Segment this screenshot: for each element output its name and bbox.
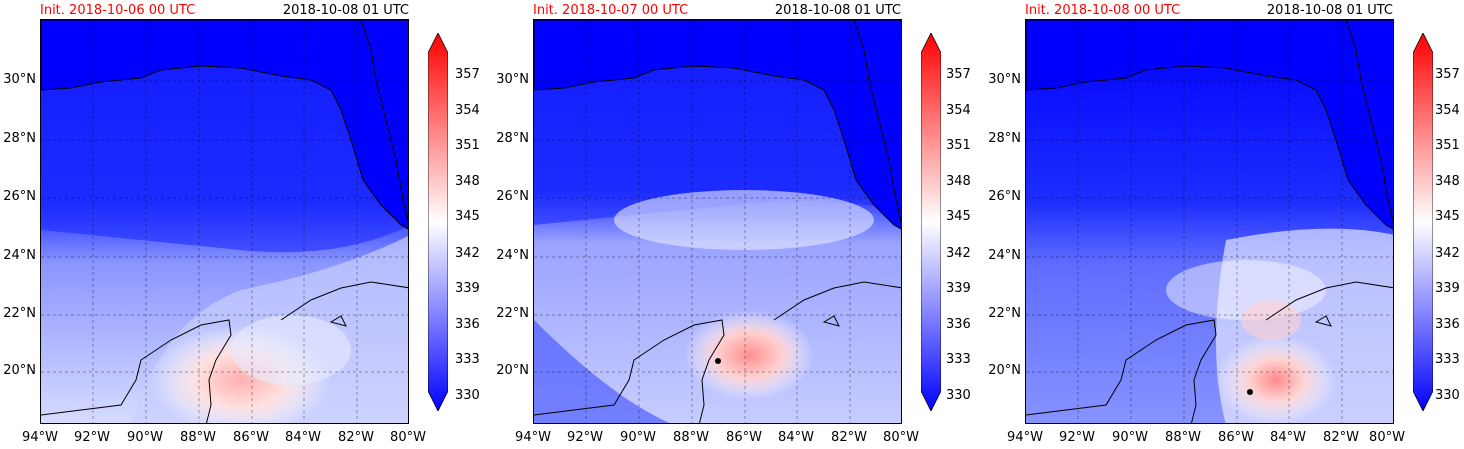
lon-label: 86°W	[233, 430, 269, 445]
colorbar	[428, 33, 448, 411]
lon-label: 84°W	[285, 430, 321, 445]
coastlines	[41, 20, 408, 423]
lat-label: 20°N	[988, 363, 1021, 378]
colorbar-tick: 345	[946, 209, 971, 224]
valid-time-label: 2018-10-08 01 UTC	[774, 3, 901, 18]
lon-label: 92°W	[567, 430, 603, 445]
colorbar-tick: 351	[1435, 138, 1460, 153]
coastlines	[534, 20, 901, 423]
lon-label: 84°W	[778, 430, 814, 445]
colorbar-tick: 357	[946, 67, 971, 82]
lat-label: 28°N	[988, 131, 1021, 146]
storm-center-marker	[715, 358, 721, 364]
init-time-label: Init. 2018-10-08 00 UTC	[1025, 3, 1181, 18]
colorbar-tick: 336	[1435, 317, 1460, 332]
colorbar-tick: 339	[455, 281, 480, 296]
colorbar-tick: 348	[1435, 174, 1460, 189]
colorbar-tick: 342	[946, 246, 971, 261]
lat-label: 22°N	[988, 306, 1021, 321]
lon-label: 94°W	[22, 430, 58, 445]
colorbar-tick: 342	[455, 246, 480, 261]
lon-label: 86°W	[726, 430, 762, 445]
lon-label: 82°W	[831, 430, 867, 445]
graticule	[41, 20, 408, 423]
lon-label: 90°W	[127, 430, 163, 445]
lon-label: 80°W	[1369, 430, 1405, 445]
lon-label: 94°W	[1007, 430, 1043, 445]
map-panel-3: Init. 2018-10-08 00 UTC 2018-10-08 01 UT…	[985, 0, 1464, 449]
coastlines	[1026, 20, 1393, 423]
lat-label: 28°N	[496, 131, 529, 146]
init-time-label: Init. 2018-10-06 00 UTC	[40, 3, 196, 18]
lat-label: 20°N	[496, 363, 529, 378]
map-area[interactable]	[40, 19, 409, 424]
graticule	[1026, 20, 1393, 423]
valid-time-label: 2018-10-08 01 UTC	[282, 3, 409, 18]
lon-label: 84°W	[1270, 430, 1306, 445]
colorbar-tick: 348	[455, 174, 480, 189]
valid-time-label: 2018-10-08 01 UTC	[1266, 3, 1393, 18]
lat-label: 20°N	[3, 363, 36, 378]
lon-label: 92°W	[74, 430, 110, 445]
lat-label: 26°N	[988, 189, 1021, 204]
map-svg	[1026, 20, 1393, 423]
colorbar-tick: 336	[946, 317, 971, 332]
colorbar-tick: 339	[946, 281, 971, 296]
map-svg	[41, 20, 408, 423]
colorbar-tick: 339	[1435, 281, 1460, 296]
storm-center-marker	[1247, 389, 1253, 395]
map-panel-2: Init. 2018-10-07 00 UTC 2018-10-08 01 UT…	[493, 0, 973, 449]
colorbar-tick: 354	[455, 103, 480, 118]
lon-label: 82°W	[1323, 430, 1359, 445]
lat-label: 30°N	[496, 72, 529, 87]
colorbar-tick: 333	[455, 352, 480, 367]
colorbar-tick: 351	[455, 138, 480, 153]
colorbar-tick: 357	[455, 67, 480, 82]
lon-label: 88°W	[1165, 430, 1201, 445]
colorbar-tick: 348	[946, 174, 971, 189]
lat-label: 22°N	[496, 306, 529, 321]
lon-label: 92°W	[1059, 430, 1095, 445]
colorbar-tick: 357	[1435, 67, 1460, 82]
init-time-label: Init. 2018-10-07 00 UTC	[533, 3, 689, 18]
lat-label: 24°N	[988, 248, 1021, 263]
lon-label: 88°W	[180, 430, 216, 445]
graticule	[534, 20, 901, 423]
lon-label: 80°W	[390, 430, 426, 445]
colorbar-tick: 330	[455, 388, 480, 403]
lat-label: 30°N	[3, 72, 36, 87]
colorbar-tick: 333	[946, 352, 971, 367]
lon-label: 88°W	[673, 430, 709, 445]
lat-label: 24°N	[496, 248, 529, 263]
lat-label: 30°N	[988, 72, 1021, 87]
map-area[interactable]	[533, 19, 902, 424]
colorbar-tick: 345	[1435, 209, 1460, 224]
lon-label: 94°W	[515, 430, 551, 445]
colorbar-tick: 354	[1435, 103, 1460, 118]
lon-label: 90°W	[620, 430, 656, 445]
colorbar-tick: 345	[455, 209, 480, 224]
colorbar-tick: 351	[946, 138, 971, 153]
lon-label: 82°W	[338, 430, 374, 445]
lat-label: 26°N	[496, 189, 529, 204]
lat-label: 24°N	[3, 248, 36, 263]
map-panel-1: Init. 2018-10-06 00 UTC 2018-10-08 01 UT…	[0, 0, 480, 449]
lon-label: 90°W	[1112, 430, 1148, 445]
lon-label: 80°W	[883, 430, 919, 445]
colorbar-tick: 330	[946, 388, 971, 403]
map-svg	[534, 20, 901, 423]
colorbar-tick: 342	[1435, 246, 1460, 261]
colorbar	[921, 33, 941, 411]
lat-label: 22°N	[3, 306, 36, 321]
colorbar-tick: 354	[946, 103, 971, 118]
lon-label: 86°W	[1218, 430, 1254, 445]
colorbar-tick: 336	[455, 317, 480, 332]
colorbar	[1413, 33, 1433, 411]
lat-label: 26°N	[3, 189, 36, 204]
colorbar-tick: 333	[1435, 352, 1460, 367]
map-area[interactable]	[1025, 19, 1394, 424]
lat-label: 28°N	[3, 131, 36, 146]
colorbar-tick: 330	[1435, 388, 1460, 403]
